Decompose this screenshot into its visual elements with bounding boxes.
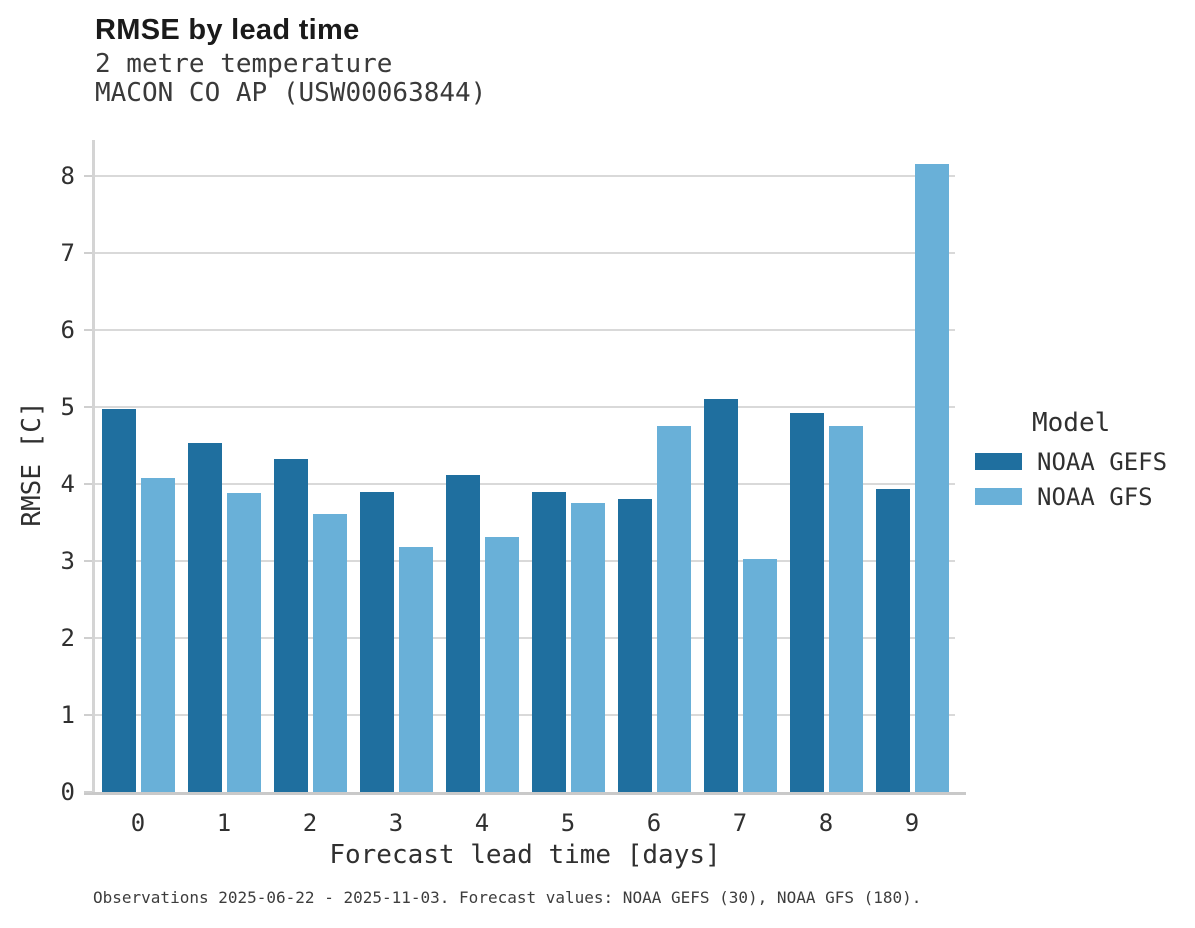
y-axis-spine — [92, 140, 95, 795]
bar-noaa-gefs-lead-8 — [790, 413, 824, 792]
bar-noaa-gfs-lead-0 — [141, 478, 175, 792]
bar-noaa-gefs-lead-4 — [446, 475, 480, 792]
x-tick-label-8: 8 — [818, 809, 834, 837]
bar-noaa-gefs-lead-5 — [532, 492, 566, 792]
y-axis-title: RMSE [C] — [17, 401, 47, 527]
subtitle-line-2: MACON CO AP (USW00063844) — [95, 78, 487, 108]
y-tick-label-1: 1 — [60, 701, 75, 729]
gridline-1 — [95, 714, 955, 716]
bar-noaa-gefs-lead-6 — [618, 499, 652, 792]
gridline-6 — [95, 329, 955, 331]
y-tick-2 — [84, 637, 92, 639]
bar-noaa-gefs-lead-9 — [876, 489, 910, 792]
y-tick-6 — [84, 329, 92, 331]
y-tick-1 — [84, 714, 92, 716]
legend-swatch-icon — [975, 488, 1022, 505]
caption: Observations 2025-06-22 - 2025-11-03. Fo… — [93, 888, 922, 907]
y-tick-label-8: 8 — [60, 162, 75, 190]
y-tick-0 — [84, 791, 92, 793]
bar-noaa-gefs-lead-2 — [274, 459, 308, 792]
legend-item-label: NOAA GFS — [1037, 482, 1153, 511]
x-tick-label-2: 2 — [302, 809, 318, 837]
gridline-8 — [95, 175, 955, 177]
gridline-3 — [95, 560, 955, 562]
legend-items: NOAA GEFS NOAA GFS — [975, 444, 1167, 514]
y-tick-7 — [84, 252, 92, 254]
bar-noaa-gfs-lead-8 — [829, 426, 863, 792]
x-tick-label-6: 6 — [646, 809, 662, 837]
y-tick-label-4: 4 — [60, 470, 75, 498]
y-tick-label-7: 7 — [60, 239, 75, 267]
bar-noaa-gfs-lead-5 — [571, 503, 605, 792]
gridline-2 — [95, 637, 955, 639]
y-tick-label-2: 2 — [60, 624, 75, 652]
bar-noaa-gefs-lead-3 — [360, 492, 394, 792]
gridline-7 — [95, 252, 955, 254]
chart-title: RMSE by lead time — [95, 14, 360, 46]
x-tick-label-4: 4 — [474, 809, 490, 837]
x-tick-label-1: 1 — [216, 809, 232, 837]
bar-noaa-gefs-lead-1 — [188, 443, 222, 792]
x-tick-label-5: 5 — [560, 809, 576, 837]
y-tick-8 — [84, 175, 92, 177]
bar-noaa-gfs-lead-1 — [227, 493, 261, 792]
legend-swatch-icon — [975, 453, 1022, 470]
chart-subtitle: 2 metre temperature MACON CO AP (USW00063… — [95, 50, 486, 108]
x-axis-line — [84, 792, 966, 795]
y-tick-label-0: 0 — [60, 778, 75, 806]
y-tick-label-5: 5 — [60, 393, 75, 421]
bar-noaa-gfs-lead-3 — [399, 547, 433, 792]
subtitle-line-1: 2 metre temperature — [95, 49, 393, 79]
x-tick-label-9: 9 — [904, 809, 920, 837]
y-tick-5 — [84, 406, 92, 408]
y-tick-3 — [84, 560, 92, 562]
x-tick-label-0: 0 — [130, 809, 146, 837]
gridline-4 — [95, 483, 955, 485]
x-axis-title: Forecast lead time [days] — [329, 840, 721, 870]
x-tick-label-7: 7 — [732, 809, 748, 837]
legend: Model NOAA GEFS NOAA GFS — [975, 408, 1167, 514]
y-tick-4 — [84, 483, 92, 485]
plot-area: RMSE [C] Forecast lead time [days] 0 1 2 3 4… — [17, 140, 966, 870]
bar-noaa-gfs-lead-7 — [743, 559, 777, 792]
bar-noaa-gfs-lead-9 — [915, 164, 949, 792]
y-tick-label-3: 3 — [60, 547, 75, 575]
legend-item-noaa-gefs: NOAA GEFS — [975, 444, 1167, 479]
x-tick-label-3: 3 — [388, 809, 404, 837]
gridline-5 — [95, 406, 955, 408]
legend-item-label: NOAA GEFS — [1037, 447, 1168, 476]
bar-noaa-gfs-lead-6 — [657, 426, 691, 792]
bar-noaa-gfs-lead-2 — [313, 514, 347, 792]
y-tick-label-6: 6 — [60, 316, 75, 344]
legend-item-noaa-gfs: NOAA GFS — [975, 479, 1167, 514]
legend-title: Model — [1032, 408, 1111, 438]
bar-noaa-gefs-lead-7 — [704, 399, 738, 792]
bar-noaa-gefs-lead-0 — [102, 409, 136, 792]
bar-noaa-gfs-lead-4 — [485, 537, 519, 792]
